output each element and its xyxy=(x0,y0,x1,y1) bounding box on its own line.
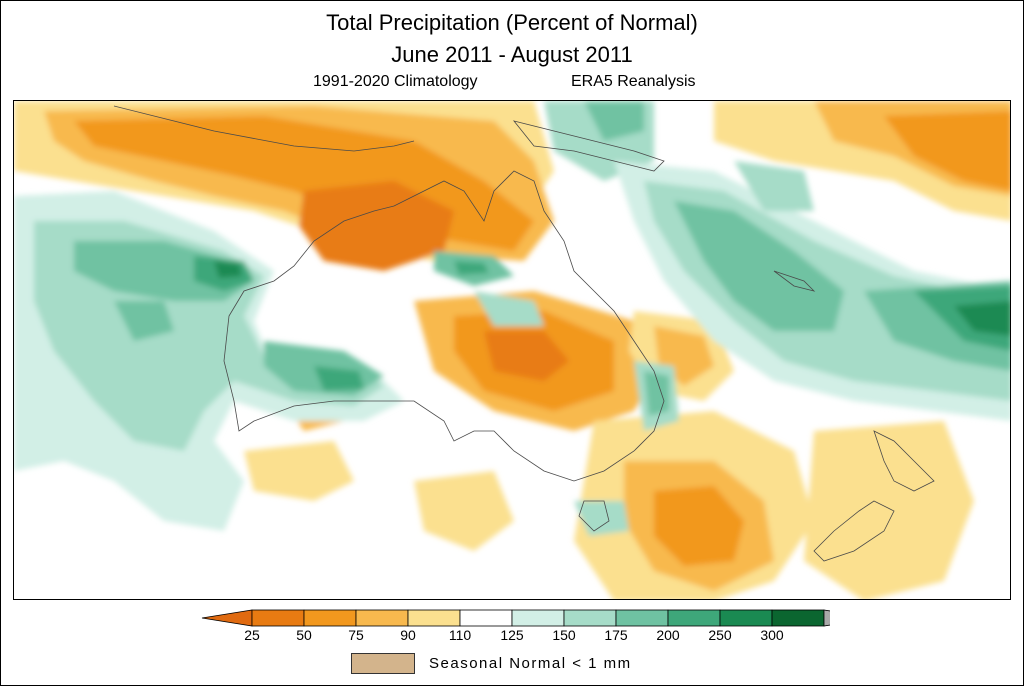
tasmania-coastline xyxy=(578,500,610,532)
wet-region xyxy=(454,261,489,275)
new-caledonia-coastline xyxy=(773,270,816,292)
colorbar-tick-label: 25 xyxy=(244,627,260,643)
precipitation-anomaly-field xyxy=(14,101,1010,599)
colorbar-tick-label: 90 xyxy=(400,627,416,643)
new-zealand-south-coastline xyxy=(813,500,895,562)
colorbar-segment xyxy=(667,609,721,627)
wet-region xyxy=(914,286,1010,351)
colorbar-tick-label: 200 xyxy=(656,627,680,643)
colorbar-segment xyxy=(615,609,669,627)
colorbar-segment xyxy=(563,609,617,627)
map-title: Total Precipitation (Percent of Normal) xyxy=(326,10,698,35)
dry-region xyxy=(884,111,1010,191)
wet-region xyxy=(114,301,174,341)
indonesia-coastline xyxy=(113,105,415,152)
colorbar-tick-label: 250 xyxy=(708,627,732,643)
colorbar-under-triangle xyxy=(201,609,253,627)
new-zealand-north-coastline xyxy=(873,430,935,492)
seasonal-normal-swatch xyxy=(351,653,415,674)
precipitation-map xyxy=(13,100,1011,600)
colorbar-tick-label: 75 xyxy=(348,627,364,643)
dry-region xyxy=(244,441,354,501)
colorbar-segment xyxy=(407,609,461,627)
wet-region xyxy=(584,101,644,141)
colorbar-tick-label: 150 xyxy=(552,627,576,643)
dry-region xyxy=(654,486,744,566)
colorbar-segment xyxy=(459,609,513,627)
dry-region xyxy=(299,181,454,271)
climatology-label: 1991-2020 Climatology xyxy=(313,73,478,90)
new-guinea-coastline xyxy=(512,120,665,172)
colorbar: 25 50 75 90 110 125 150 175 200 250 300 xyxy=(200,608,830,648)
colorbar-segment xyxy=(355,609,409,627)
colorbar-segment xyxy=(511,609,565,627)
colorbar-segment xyxy=(719,609,773,627)
colorbar-tick-label: 175 xyxy=(604,627,628,643)
colorbar-tick-label: 125 xyxy=(500,627,524,643)
colorbar-tick-label: 300 xyxy=(760,627,784,643)
dry-region xyxy=(414,471,514,551)
colorbar-segment xyxy=(771,609,825,627)
wet-region xyxy=(474,291,544,326)
wet-region xyxy=(574,501,629,536)
wet-region xyxy=(214,261,242,278)
colorbar-segment xyxy=(303,609,357,627)
colorbar-tick-label: 50 xyxy=(296,627,312,643)
wet-region xyxy=(314,366,364,391)
dry-region xyxy=(484,331,569,381)
wet-region xyxy=(734,161,814,211)
wet-region xyxy=(954,301,1010,336)
map-period: June 2011 - August 2011 xyxy=(391,42,633,67)
coastlines xyxy=(113,105,935,562)
wet-region xyxy=(674,201,844,331)
colorbar-tick-label: 110 xyxy=(449,627,472,643)
dataset-label: ERA5 Reanalysis xyxy=(571,73,696,90)
dry-region xyxy=(804,421,974,599)
colorbar-over-triangle xyxy=(823,609,830,627)
colorbar-segment xyxy=(251,609,305,627)
australia-coastline xyxy=(223,170,665,482)
seasonal-normal-label: Seasonal Normal < 1 mm xyxy=(429,655,632,672)
